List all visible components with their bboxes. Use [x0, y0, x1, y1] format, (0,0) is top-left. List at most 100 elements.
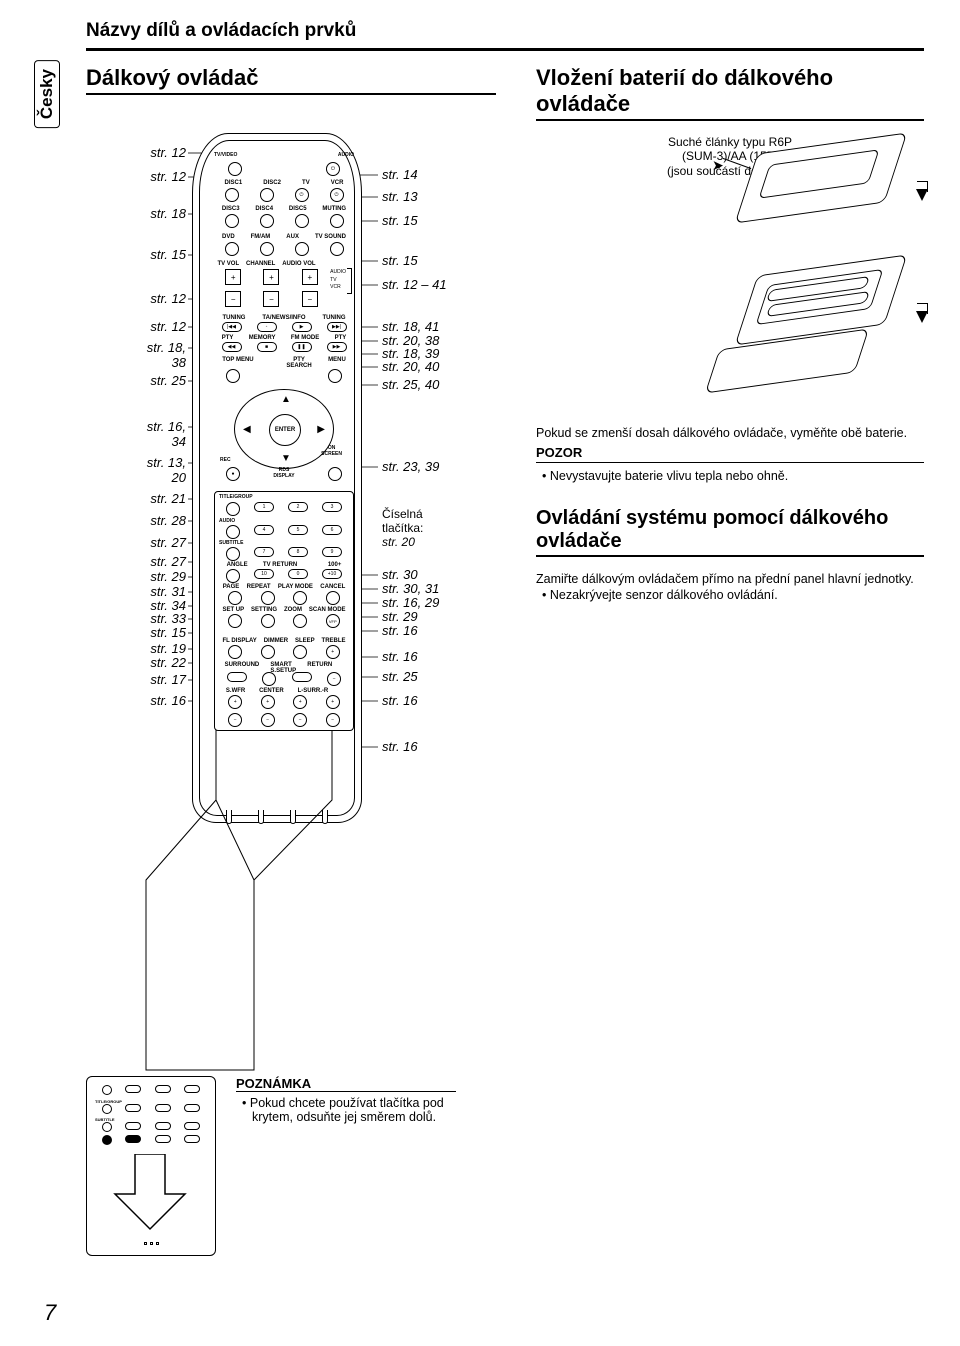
fmam-button[interactable]: [260, 242, 274, 256]
tvvol-up[interactable]: +: [225, 269, 241, 285]
num-2[interactable]: 2: [288, 502, 308, 512]
surround-button[interactable]: [227, 672, 247, 682]
stop-small[interactable]: ◦: [257, 322, 277, 332]
ff-button[interactable]: ▶▶: [327, 342, 347, 352]
num-3[interactable]: 3: [322, 502, 342, 512]
mode-bracket: [347, 268, 352, 294]
disc3-button[interactable]: [225, 214, 239, 228]
disc2-button[interactable]: [260, 188, 274, 202]
disc5-button[interactable]: [295, 214, 309, 228]
num-7[interactable]: 7: [254, 547, 274, 557]
page-ref: str. 25, 40: [382, 377, 439, 392]
setting-button[interactable]: [261, 614, 275, 628]
stop-button[interactable]: ■: [257, 342, 277, 352]
page-ref: str. 16: [382, 693, 418, 708]
dvd-button[interactable]: [225, 242, 239, 256]
lsurr-down[interactable]: −: [293, 713, 307, 727]
page-button[interactable]: [228, 591, 242, 605]
num-0[interactable]: 0: [288, 569, 308, 579]
sleep-button[interactable]: [293, 645, 307, 659]
center-down[interactable]: −: [261, 713, 275, 727]
page-ref: str. 19: [150, 641, 186, 656]
smart-button[interactable]: [262, 672, 276, 686]
rds-button[interactable]: [328, 467, 342, 481]
rec-button[interactable]: ●: [226, 467, 240, 481]
onscreen-label: ON SCREEN: [321, 445, 342, 457]
dpad[interactable]: ENTER ▲ ▼ ◀ ▶: [234, 389, 334, 469]
muting-button[interactable]: [330, 214, 344, 228]
page-ref: str. 20, 40: [382, 359, 439, 374]
audio-power-button[interactable]: ⏻: [326, 162, 340, 176]
subtitle-button[interactable]: [226, 547, 240, 561]
page-header-title: Názvy dílů a ovládacích prvků: [86, 20, 356, 41]
center-up[interactable]: +: [261, 695, 275, 709]
channel-up[interactable]: +: [263, 269, 279, 285]
setup-button[interactable]: [228, 614, 242, 628]
lsurr-up[interactable]: +: [293, 695, 307, 709]
return-button[interactable]: [292, 672, 312, 682]
audiovol-down[interactable]: −: [302, 291, 318, 307]
page-number: 7: [44, 1300, 56, 1326]
angle-button[interactable]: [226, 569, 240, 583]
enter-button[interactable]: ENTER: [269, 414, 301, 446]
rsurr-up[interactable]: +: [326, 695, 340, 709]
swfr-up[interactable]: +: [228, 695, 242, 709]
num-1[interactable]: 1: [254, 502, 274, 512]
swfr-down[interactable]: −: [228, 713, 242, 727]
num-4[interactable]: 4: [254, 525, 274, 535]
disc1-button[interactable]: [225, 188, 239, 202]
tip-text: Pokud se zmenší dosah dálkového ovládače…: [536, 425, 924, 441]
page-ref: str. 29: [382, 609, 418, 624]
num-6[interactable]: 6: [322, 525, 342, 535]
remote-figure: str. 12str. 12str. 18str. 15str. 12str. …: [86, 109, 496, 829]
left-section-title: Dálkový ovládač: [86, 65, 496, 95]
num-10[interactable]: 10: [254, 569, 274, 579]
page-ref: str. 29: [150, 569, 186, 584]
cancel-button[interactable]: [326, 591, 340, 605]
playmode-button[interactable]: [293, 591, 307, 605]
tuning-prev[interactable]: |◀◀: [222, 322, 242, 332]
treble-up[interactable]: +: [326, 645, 340, 659]
tvvideo-button[interactable]: [228, 162, 242, 176]
menu-button[interactable]: [328, 369, 342, 383]
channel-down[interactable]: −: [263, 291, 279, 307]
play-small[interactable]: ▶: [292, 322, 312, 332]
disc4-button[interactable]: [260, 214, 274, 228]
dimmer-button[interactable]: [261, 645, 275, 659]
num-9[interactable]: 9: [322, 547, 342, 557]
topmenu-button[interactable]: [226, 369, 240, 383]
vfp-button[interactable]: VFP: [326, 614, 340, 628]
rsurr-down[interactable]: −: [326, 713, 340, 727]
plus10-button[interactable]: +10: [322, 569, 342, 579]
columns: Dálkový ovládač str. 12str. 12str. 18str…: [86, 65, 924, 829]
tvvol-down[interactable]: −: [225, 291, 241, 307]
audiovol-up[interactable]: +: [302, 269, 318, 285]
page-ref: str. 14: [382, 167, 418, 182]
page-ref: str. 18, 38: [147, 340, 186, 370]
fldisplay-button[interactable]: [228, 645, 242, 659]
treble-down[interactable]: −: [327, 672, 341, 686]
page-ref: str. 27: [150, 535, 186, 550]
tvsound-button[interactable]: [330, 242, 344, 256]
language-tab: Česky: [34, 60, 60, 128]
zoom-button[interactable]: [293, 614, 307, 628]
rew-button[interactable]: ◀◀: [222, 342, 242, 352]
tv-power-button[interactable]: ⏻: [295, 188, 309, 202]
pause-button[interactable]: ❚❚: [292, 342, 312, 352]
page-ref: str. 15: [382, 253, 418, 268]
page-ref: str. 13, 20: [147, 455, 186, 485]
page-ref: str. 12: [150, 169, 186, 184]
num-8[interactable]: 8: [288, 547, 308, 557]
page-ref: str. 12 – 41: [382, 277, 447, 292]
repeat-button[interactable]: [261, 591, 275, 605]
tuning-next[interactable]: ▶▶|: [327, 322, 347, 332]
page-ref: str. 18: [150, 206, 186, 221]
vcr-power-button[interactable]: ⏻: [330, 188, 344, 202]
titlegroup-button[interactable]: [226, 502, 240, 516]
detail-section: TITLE/GROUP SUBTITLE: [86, 1076, 456, 1256]
page-ref: str. 25: [150, 373, 186, 388]
aux-button[interactable]: [295, 242, 309, 256]
num-5[interactable]: 5: [288, 525, 308, 535]
audio-button[interactable]: [226, 525, 240, 539]
page-ref: str. 25: [382, 669, 418, 684]
